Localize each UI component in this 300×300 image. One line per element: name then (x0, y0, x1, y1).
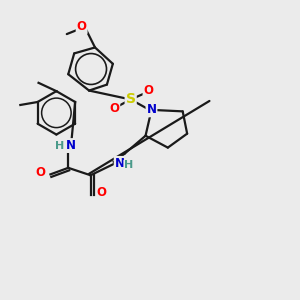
Text: N: N (146, 103, 157, 116)
Text: H: H (55, 140, 64, 151)
Text: S: S (126, 92, 136, 106)
Text: O: O (97, 186, 107, 199)
Text: O: O (36, 167, 46, 179)
Text: O: O (76, 20, 87, 33)
Text: H: H (124, 160, 133, 170)
Text: N: N (115, 157, 125, 170)
Text: O: O (109, 103, 119, 116)
Text: O: O (143, 84, 154, 97)
Text: N: N (66, 139, 76, 152)
